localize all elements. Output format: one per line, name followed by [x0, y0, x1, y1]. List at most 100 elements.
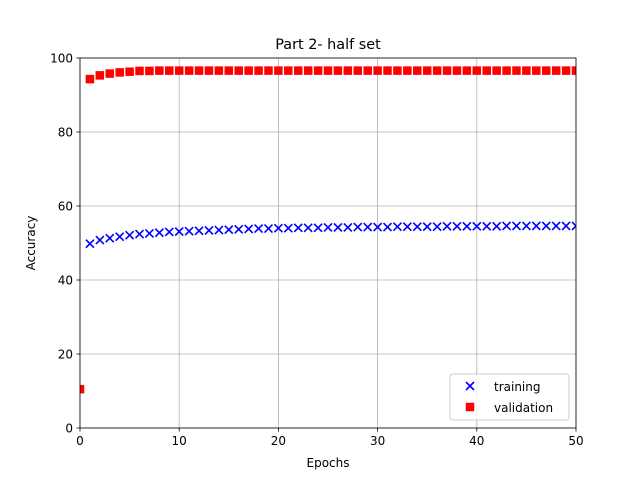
data-point-training [373, 222, 383, 232]
data-point-validation [165, 66, 174, 75]
data-point-validation [145, 66, 154, 76]
x-tick-label: 0 [76, 434, 84, 448]
data-point-training [571, 221, 576, 231]
x-tick-label: 50 [568, 434, 583, 448]
data-point-validation [95, 71, 105, 80]
data-point-validation [462, 66, 472, 75]
x-axis-label: Epochs [307, 456, 350, 470]
legend: training validation [449, 373, 570, 421]
data-point-training [234, 224, 244, 234]
data-point-training [462, 221, 472, 231]
data-point-training [382, 222, 393, 232]
data-point-validation [85, 74, 95, 84]
x-tick-label: 30 [370, 434, 385, 448]
data-point-training [353, 222, 363, 232]
data-point-validation [80, 384, 85, 394]
data-point-validation [333, 66, 343, 75]
data-point-training [244, 224, 254, 234]
data-point-validation [512, 66, 521, 75]
x-tick-label: 20 [271, 434, 286, 448]
data-point-validation [442, 66, 452, 75]
data-point-validation [353, 66, 363, 75]
chart-title: Part 2- half set [275, 37, 381, 53]
legend-label-validation: validation [494, 401, 553, 415]
data-point-training [422, 222, 432, 232]
data-point-training [253, 224, 264, 234]
data-point-validation [541, 66, 551, 75]
data-point-training [541, 221, 551, 231]
data-point-validation [313, 66, 323, 75]
data-point-training [343, 222, 353, 233]
data-point-validation [323, 66, 333, 75]
data-point-validation [284, 66, 293, 75]
data-point-validation [244, 66, 253, 75]
data-point-validation [274, 66, 283, 75]
data-point-validation [522, 66, 531, 75]
data-point-training [501, 221, 512, 231]
y-tick-label: 40 [58, 273, 73, 287]
data-point-training [412, 222, 422, 232]
data-point-training [402, 222, 412, 232]
data-point-validation [363, 66, 372, 75]
data-point-validation [264, 66, 273, 75]
data-point-training [194, 226, 204, 236]
data-point-validation [403, 66, 412, 75]
data-point-validation [393, 66, 402, 75]
data-point-validation [373, 66, 382, 75]
data-point-validation [224, 66, 234, 75]
data-point-validation [452, 66, 462, 75]
legend-marker-icon [465, 381, 475, 391]
data-point-validation [234, 66, 243, 75]
data-point-training [85, 239, 95, 249]
legend-marker-validation [465, 402, 475, 412]
data-point-training [442, 221, 452, 231]
data-point-validation [293, 66, 303, 75]
data-point-training [472, 221, 482, 231]
data-point-training [323, 222, 333, 233]
data-point-training [204, 225, 214, 235]
data-point-validation [204, 66, 214, 75]
data-point-validation [532, 66, 541, 75]
data-point-validation [194, 66, 204, 75]
data-point-validation [551, 66, 561, 75]
data-point-validation [184, 66, 194, 75]
data-point-training [125, 230, 135, 240]
data-point-training [293, 223, 303, 233]
y-tick-label: 100 [50, 51, 73, 65]
data-point-validation [105, 69, 115, 78]
data-point-validation [125, 67, 134, 76]
data-point-validation [303, 66, 313, 75]
data-point-training [492, 221, 502, 231]
grid [79, 57, 577, 429]
data-point-validation [432, 66, 442, 75]
data-point-validation [413, 66, 422, 75]
legend-marker-training [465, 381, 475, 391]
y-tick-label: 80 [58, 125, 73, 139]
data-point-training [105, 233, 115, 243]
data-point-training [164, 227, 174, 237]
data-point-training [184, 226, 194, 236]
data-point-training [154, 228, 164, 238]
axes-frame [79, 57, 577, 429]
data-point-training [551, 221, 561, 231]
data-point-validation [422, 66, 432, 75]
legend-box [449, 373, 570, 421]
data-point-validation [115, 68, 124, 77]
data-point-validation [472, 66, 482, 75]
data-point-training [452, 221, 462, 231]
data-point-validation [343, 66, 353, 75]
data-point-training [432, 222, 442, 232]
data-point-validation [135, 66, 144, 76]
data-point-training [134, 229, 145, 239]
y-axis-label: Accuracy [24, 216, 38, 271]
data-point-training [561, 221, 571, 231]
data-point-validation [174, 66, 184, 75]
data-point-training [482, 221, 492, 231]
data-point-training [521, 221, 531, 231]
data-layer [80, 66, 576, 394]
data-point-training [214, 225, 224, 235]
y-tick-label: 60 [58, 199, 73, 213]
data-point-training [283, 223, 293, 233]
